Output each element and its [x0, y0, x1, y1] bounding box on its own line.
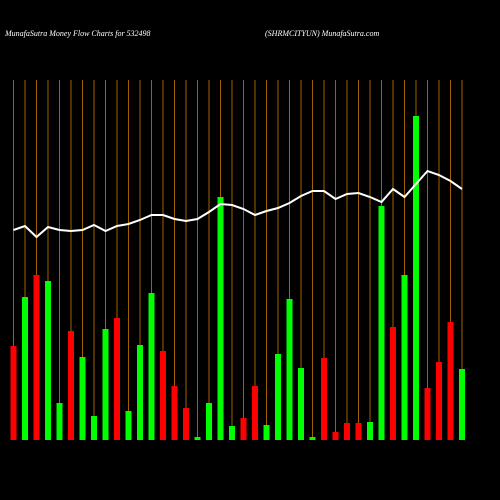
bar: [401, 275, 408, 440]
bar: [217, 197, 224, 440]
bar: [378, 206, 385, 440]
bar: [194, 437, 201, 440]
bar: [424, 388, 431, 440]
bar: [22, 297, 28, 440]
bar: [240, 418, 247, 440]
bar: [33, 275, 40, 440]
chart-subtitle: (SHRMCITYUN) MunafaSutra.com: [265, 29, 379, 38]
bar: [459, 369, 465, 440]
bar: [390, 327, 396, 440]
bar: [125, 411, 132, 440]
bar: [56, 403, 63, 440]
chart-title: MunafaSutra Money Flow Charts for 532498: [4, 29, 151, 38]
bar: [298, 368, 304, 440]
bar: [183, 408, 189, 440]
bar: [309, 437, 316, 440]
bar: [436, 362, 442, 440]
bar: [160, 351, 166, 440]
bar: [447, 322, 454, 440]
bar: [344, 423, 350, 440]
bar: [275, 354, 281, 440]
bar: [137, 345, 143, 440]
bar: [229, 426, 235, 440]
bar: [79, 357, 86, 440]
bar: [252, 386, 258, 440]
bar: [114, 318, 120, 440]
bar: [10, 346, 17, 440]
bar: [332, 432, 339, 440]
bar: [413, 116, 419, 440]
bar: [286, 299, 293, 440]
bar: [91, 416, 97, 440]
bar: [171, 386, 178, 440]
bar: [206, 403, 212, 440]
bar: [102, 329, 109, 440]
bar: [68, 331, 74, 440]
bar: [45, 281, 51, 440]
bar: [263, 425, 270, 440]
bar: [321, 358, 327, 440]
bar: [355, 423, 362, 440]
line: [13, 169, 463, 239]
bar: [367, 422, 373, 440]
bar: [148, 293, 155, 440]
